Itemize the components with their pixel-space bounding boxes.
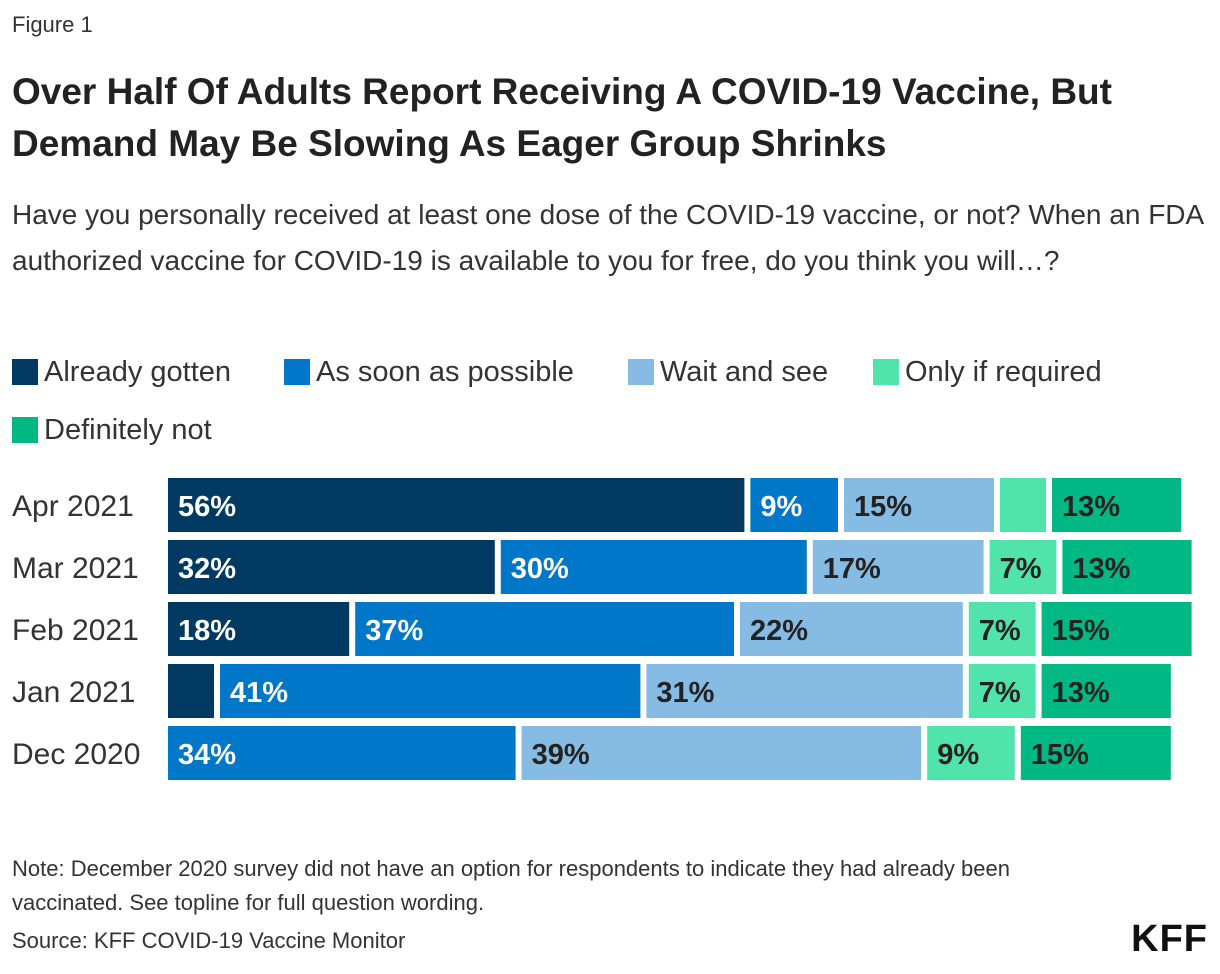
bar-segment bbox=[1041, 602, 1192, 656]
data-label: 32% bbox=[178, 553, 236, 585]
bar-segment bbox=[500, 540, 807, 594]
legend-swatch-as-soon-as-possible bbox=[284, 359, 310, 385]
bar-segment bbox=[1000, 478, 1046, 532]
figure-label: Figure 1 bbox=[12, 12, 93, 37]
bar-segment bbox=[220, 664, 641, 718]
bar-segment bbox=[168, 664, 214, 718]
data-label: 39% bbox=[532, 739, 590, 771]
legend-swatch-wait-and-see bbox=[628, 359, 654, 385]
chart-subtitle: Have you personally received at least on… bbox=[12, 199, 1203, 276]
legend-item-only-if-required: Only if required bbox=[873, 350, 1102, 394]
bar-segment bbox=[740, 602, 963, 656]
data-label: 7% bbox=[1000, 553, 1042, 585]
data-label: 7% bbox=[979, 615, 1021, 647]
bar-segment bbox=[844, 478, 994, 532]
bar-segment bbox=[168, 726, 516, 780]
legend-swatch-already-gotten bbox=[12, 359, 38, 385]
chart-title: Over Half Of Adults Report Receiving A C… bbox=[12, 71, 1112, 164]
chart-note: Note: December 2020 survey did not have … bbox=[12, 856, 1010, 915]
bar-segment bbox=[968, 602, 1036, 656]
bar-segment bbox=[989, 540, 1057, 594]
data-label: 9% bbox=[760, 491, 802, 523]
legend-label: As soon as possible bbox=[316, 356, 574, 388]
legend-label: Already gotten bbox=[44, 356, 232, 388]
data-label: 7% bbox=[979, 677, 1021, 709]
data-label: 15% bbox=[1052, 615, 1110, 647]
data-label: 15% bbox=[854, 491, 912, 523]
bar-segment bbox=[1052, 478, 1182, 532]
data-label: 18% bbox=[178, 615, 236, 647]
category-label: Feb 2021 bbox=[12, 614, 139, 647]
data-label: 31% bbox=[656, 677, 714, 709]
data-label: 15% bbox=[1031, 739, 1089, 771]
category-label: Mar 2021 bbox=[12, 552, 139, 585]
kff-logo: KFF bbox=[1131, 918, 1208, 960]
bar-segment bbox=[168, 540, 495, 594]
stacked-bar-chart: Apr 2021 56% 9% 15% 13% Mar 2021 32% 30% 17% 7% 13… bbox=[12, 478, 1192, 780]
bar-segment bbox=[1020, 726, 1171, 780]
bar-segment bbox=[1041, 664, 1171, 718]
category-label: Dec 2020 bbox=[12, 738, 140, 771]
data-label: 17% bbox=[823, 553, 881, 585]
category-label: Apr 2021 bbox=[12, 490, 134, 523]
legend-item-as-soon-as-possible: As soon as possible bbox=[284, 350, 574, 394]
data-label: 41% bbox=[230, 677, 288, 709]
legend-swatch-definitely-not bbox=[12, 417, 38, 443]
legend-label: Definitely not bbox=[44, 414, 212, 446]
legend-item-definitely-not: Definitely not bbox=[12, 408, 212, 452]
bar-segment bbox=[646, 664, 963, 718]
legend-label: Wait and see bbox=[660, 356, 829, 388]
data-label: 13% bbox=[1062, 491, 1120, 523]
bar-segment bbox=[968, 664, 1036, 718]
data-label: 22% bbox=[750, 615, 808, 647]
data-label: 34% bbox=[178, 739, 236, 771]
bar-segment bbox=[927, 726, 1015, 780]
data-label: 30% bbox=[511, 553, 569, 585]
bar-segment bbox=[1062, 540, 1192, 594]
bar-segment bbox=[168, 478, 745, 532]
legend-label: Only if required bbox=[905, 356, 1102, 388]
data-label: 56% bbox=[178, 491, 236, 523]
data-label: 13% bbox=[1072, 553, 1130, 585]
data-label: 37% bbox=[365, 615, 423, 647]
data-label: 13% bbox=[1052, 677, 1110, 709]
bar-segment bbox=[750, 478, 838, 532]
legend-item-wait-and-see: Wait and see bbox=[628, 350, 828, 394]
chart-source: Source: KFF COVID-19 Vaccine Monitor bbox=[12, 928, 406, 953]
bar-segment bbox=[812, 540, 984, 594]
legend-item-already-gotten: Already gotten bbox=[12, 350, 231, 394]
bar-segment bbox=[355, 602, 734, 656]
bar-segment bbox=[168, 602, 350, 656]
data-label: 9% bbox=[937, 739, 979, 771]
legend-swatch-only-if-required bbox=[873, 359, 899, 385]
bar-segment bbox=[521, 726, 922, 780]
category-label: Jan 2021 bbox=[12, 676, 135, 709]
